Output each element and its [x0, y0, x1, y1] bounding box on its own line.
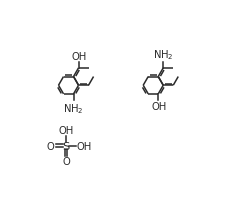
Text: NH$_2$: NH$_2$ — [63, 101, 84, 115]
Text: OH: OH — [58, 125, 74, 135]
Text: O: O — [47, 141, 55, 151]
Text: OH: OH — [77, 141, 92, 151]
Text: OH: OH — [151, 101, 167, 111]
Text: O: O — [62, 157, 70, 166]
Text: NH$_2$: NH$_2$ — [153, 48, 173, 62]
Text: S: S — [62, 141, 70, 151]
Text: OH: OH — [72, 52, 87, 62]
